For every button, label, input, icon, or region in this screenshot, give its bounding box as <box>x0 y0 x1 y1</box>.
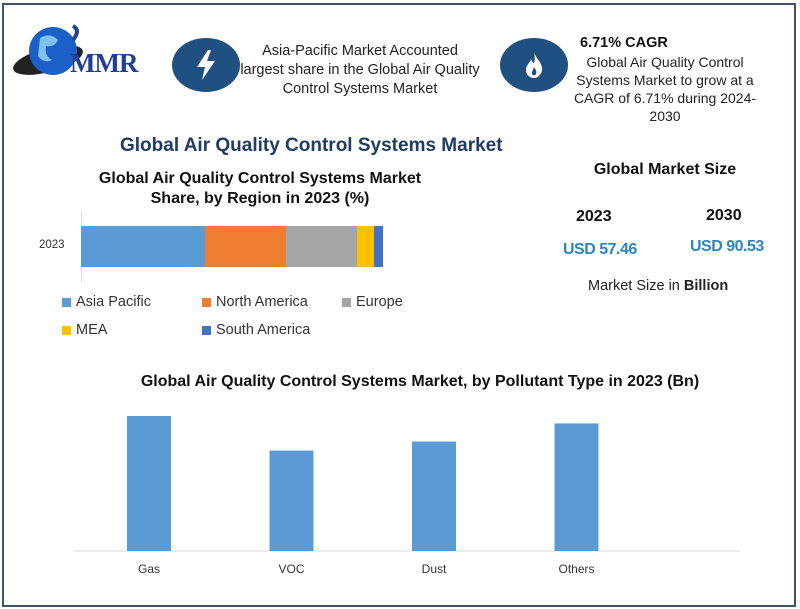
asia-pacific-info: Asia-Pacific Market Accounted largest sh… <box>240 43 480 97</box>
bar-segment-north-america <box>204 226 287 267</box>
legend-label: MEA <box>76 322 108 338</box>
year-2023: 2023 <box>576 208 612 225</box>
lightning-icon <box>172 38 240 92</box>
mmr-logo <box>8 18 158 88</box>
infographic-frame <box>2 3 796 607</box>
legend-swatch <box>342 297 351 307</box>
main-title: Global Air Quality Control Systems Marke… <box>120 135 503 156</box>
year-2030: 2030 <box>706 207 742 224</box>
legend-item: MEA <box>62 322 202 338</box>
region-stacked-bar <box>81 226 383 267</box>
value-2023: USD 57.46 <box>563 241 637 258</box>
region-legend: Asia Pacific North America Europe MEA South … <box>62 294 442 338</box>
legend-swatch <box>62 325 71 335</box>
logo-text: MMR <box>70 48 138 78</box>
bar-voc <box>269 450 314 551</box>
region-chart-title: Global Air Quality Control Systems Marke… <box>98 170 422 207</box>
legend-item: South America <box>202 322 402 338</box>
legend-swatch <box>62 297 71 307</box>
note-unit: Billion <box>683 278 729 294</box>
market-size-note: Market Size in Billion <box>588 278 728 294</box>
legend-swatch <box>202 325 211 335</box>
legend-item: Europe <box>342 294 432 310</box>
bar-gas <box>127 416 171 551</box>
bar-others <box>554 423 599 551</box>
bar-segment-europe <box>286 226 358 267</box>
x-tick-label: Dust <box>422 562 447 576</box>
legend-label: Europe <box>356 294 403 310</box>
x-tick-label: Gas <box>138 562 160 576</box>
x-tick-label: Others <box>558 562 594 576</box>
legend-label: North America <box>216 294 308 310</box>
bar-dust <box>412 441 456 551</box>
region-bar-label: 2023 <box>39 239 65 251</box>
legend-label: South America <box>216 322 311 338</box>
legend-item: Asia Pacific <box>62 294 202 310</box>
cagr-title: 6.71% CAGR <box>580 35 668 51</box>
cagr-text: Global Air Quality Control Systems Marke… <box>573 54 757 124</box>
note-prefix: Market Size in <box>588 278 684 294</box>
pollutant-chart-title: Global Air Quality Control Systems Marke… <box>140 373 700 390</box>
bar-segment-south-america <box>373 226 383 267</box>
globe-icon <box>13 24 83 75</box>
x-tick-label: VOC <box>278 562 304 576</box>
value-2030: USD 90.53 <box>690 238 764 255</box>
market-size-title: Global Market Size <box>593 161 737 178</box>
legend-item: North America <box>202 294 342 310</box>
bar-segment-mea <box>357 226 374 267</box>
legend-swatch <box>202 297 211 307</box>
flame-icon <box>500 38 568 92</box>
legend-label: Asia Pacific <box>76 294 151 310</box>
bar-segment-asia-pacific <box>81 226 205 267</box>
